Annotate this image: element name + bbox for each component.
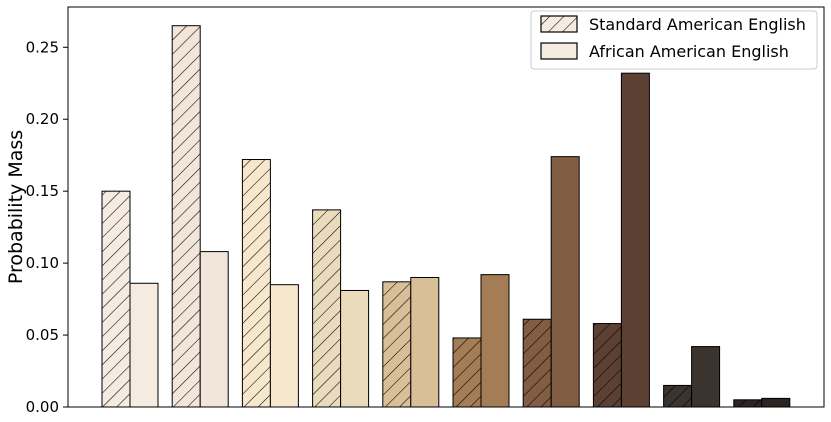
legend: Standard American English African Americ… [530, 10, 818, 70]
bar-sae-7 [522, 318, 552, 408]
bar-aae-3 [269, 284, 299, 408]
legend-swatch-sae [540, 15, 578, 33]
y-tick-label: 0.10 [26, 254, 59, 272]
bar-sae-5 [382, 281, 412, 408]
y-tick-label: 0.05 [26, 326, 59, 344]
bar-sae-9 [663, 384, 693, 408]
bar-sae-8 [592, 323, 622, 408]
bar-aae-10 [761, 397, 791, 408]
y-tick-label: 0.25 [26, 38, 59, 56]
bar-aae-1 [129, 282, 159, 408]
legend-box [530, 10, 818, 70]
bar-aae-6 [480, 274, 510, 408]
bars-group [101, 25, 791, 408]
y-axis-label: Probability Mass [5, 130, 27, 284]
bar-sae-4 [312, 209, 342, 408]
bar-aae-4 [340, 289, 370, 408]
y-tick-label: 0.20 [26, 110, 59, 128]
bar-aae-8 [620, 72, 650, 408]
bar-aae-7 [550, 156, 580, 408]
bar-sae-1 [101, 190, 131, 408]
bar-sae-6 [452, 337, 482, 408]
y-axis: 0.00 0.05 0.10 0.15 0.20 0.25 [26, 38, 68, 416]
y-tick-label: 0.15 [26, 182, 59, 200]
bar-sae-3 [241, 159, 271, 408]
bar-sae-10 [733, 399, 763, 408]
y-tick-label: 0.00 [26, 398, 59, 416]
bar-sae-2 [171, 25, 201, 408]
legend-label-sae: Standard American English [589, 15, 806, 34]
bar-aae-5 [410, 277, 440, 408]
plot-frame [67, 6, 825, 408]
bar-aae-9 [691, 346, 721, 408]
bar-aae-2 [199, 251, 229, 408]
legend-label-aae: African American English [589, 42, 789, 61]
legend-swatch-aae [540, 42, 578, 60]
